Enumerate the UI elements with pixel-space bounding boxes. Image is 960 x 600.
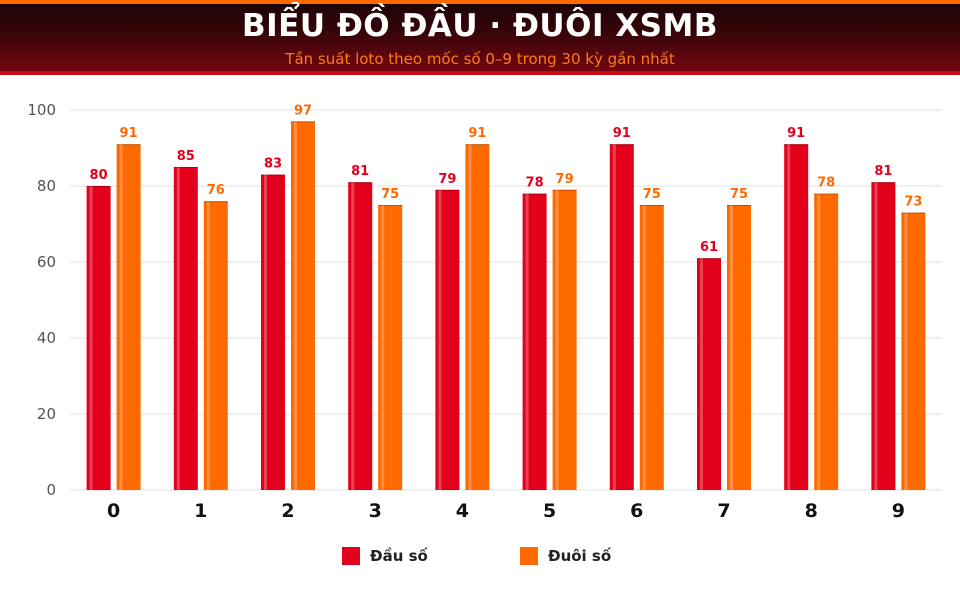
- bar-highlight-dau-3: [351, 182, 355, 490]
- bar-dau-6: [609, 144, 634, 490]
- y-tick-label-60: 60: [37, 253, 56, 271]
- legend-label-duoi-so: Đuôi số: [548, 547, 612, 565]
- bar-duoi-9: [901, 212, 926, 490]
- bar-dau-7: [697, 258, 721, 490]
- data-label-dau-6: 91: [613, 126, 631, 141]
- data-label-duoi-7: 75: [730, 187, 748, 202]
- bar-highlight-dau-5: [525, 193, 529, 490]
- bar-highlight-duoi-4: [468, 144, 472, 490]
- y-tick-label-80: 80: [37, 177, 56, 195]
- bar-highlight-duoi-5: [555, 189, 559, 491]
- bar-highlight-dau-0: [89, 186, 93, 490]
- bar-dau-0: [86, 186, 111, 490]
- chart-legend: Đầu số Đuôi số: [0, 545, 960, 569]
- x-tick-label-2: 2: [281, 500, 294, 522]
- data-label-duoi-6: 75: [643, 187, 661, 202]
- bar-highlight-duoi-7: [730, 205, 733, 490]
- bar-highlight-dau-7: [700, 258, 703, 490]
- x-tick-label-7: 7: [717, 500, 730, 522]
- y-tick-label-100: 100: [27, 101, 56, 119]
- bar-highlight-duoi-6: [642, 205, 646, 490]
- data-label-dau-1: 85: [177, 149, 195, 164]
- bar-duoi-4: [465, 144, 490, 490]
- bar-dau-2: [261, 174, 285, 490]
- bar-highlight-duoi-9: [904, 212, 908, 490]
- bar-duoi-0: [116, 144, 141, 490]
- data-label-duoi-4: 91: [468, 126, 486, 141]
- bar-highlight-duoi-2: [294, 121, 297, 491]
- data-label-dau-7: 61: [700, 240, 718, 255]
- chart-title: BIỂU ĐỒ ĐẦU · ĐUÔI XSMB: [242, 8, 718, 44]
- bar-highlight-dau-6: [612, 144, 616, 490]
- x-tick-label-6: 6: [630, 500, 643, 522]
- data-label-duoi-8: 78: [817, 176, 835, 191]
- data-label-duoi-5: 79: [556, 172, 574, 187]
- bar-duoi-2: [291, 121, 315, 491]
- data-label-duoi-1: 76: [207, 183, 225, 198]
- data-label-dau-0: 80: [90, 168, 108, 183]
- bar-highlight-dau-8: [787, 144, 791, 490]
- bar-duoi-3: [378, 205, 403, 490]
- x-tick-label-1: 1: [194, 500, 207, 522]
- chart-header: BIỂU ĐỒ ĐẦU · ĐUÔI XSMB Tần suất loto th…: [0, 0, 960, 75]
- bar-dau-4: [435, 189, 460, 491]
- bar-highlight-duoi-0: [119, 144, 123, 490]
- bar-dau-1: [173, 167, 198, 490]
- bar-duoi-6: [639, 205, 664, 490]
- bar-dau-8: [784, 144, 809, 490]
- bar-highlight-duoi-1: [206, 201, 210, 490]
- data-label-dau-4: 79: [438, 172, 456, 187]
- x-tick-label-5: 5: [543, 500, 556, 522]
- y-tick-label-40: 40: [37, 329, 56, 347]
- x-tick-label-3: 3: [369, 500, 382, 522]
- data-label-duoi-2: 97: [294, 103, 312, 118]
- bar-highlight-dau-1: [176, 167, 180, 490]
- bar-duoi-8: [814, 193, 839, 490]
- legend-item-dau-so[interactable]: Đầu số: [342, 545, 428, 567]
- legend-item-duoi-so[interactable]: Đuôi số: [520, 545, 611, 567]
- legend-swatch-duoi-so: [520, 547, 538, 565]
- bar-duoi-1: [203, 201, 228, 490]
- x-tick-label-8: 8: [805, 500, 818, 522]
- data-label-dau-2: 83: [264, 157, 282, 172]
- bar-dau-9: [871, 182, 896, 490]
- bar-highlight-duoi-8: [817, 193, 821, 490]
- x-tick-label-0: 0: [107, 500, 120, 522]
- bar-highlight-dau-9: [874, 182, 878, 490]
- bar-highlight-duoi-3: [381, 205, 385, 490]
- bar-duoi-5: [552, 189, 577, 491]
- bar-dau-5: [522, 193, 547, 490]
- data-label-duoi-3: 75: [381, 187, 399, 202]
- data-label-dau-9: 81: [874, 164, 892, 179]
- data-label-dau-5: 78: [526, 176, 544, 191]
- y-tick-label-0: 0: [46, 481, 56, 499]
- legend-label-dau-so: Đầu số: [370, 547, 428, 565]
- data-label-dau-3: 81: [351, 164, 369, 179]
- bar-dau-3: [348, 182, 373, 490]
- data-label-duoi-9: 73: [904, 195, 922, 210]
- x-tick-label-4: 4: [456, 500, 469, 522]
- bar-highlight-dau-2: [264, 174, 267, 490]
- legend-swatch-dau-so: [342, 547, 360, 565]
- data-label-dau-8: 91: [787, 126, 805, 141]
- x-tick-label-9: 9: [892, 500, 905, 522]
- data-label-duoi-0: 91: [120, 126, 138, 141]
- bar-duoi-7: [727, 205, 751, 490]
- bar-highlight-dau-4: [438, 189, 442, 491]
- chart-subtitle: Tần suất loto theo mốc số 0–9 trong 30 k…: [285, 50, 675, 68]
- y-tick-label-20: 20: [37, 405, 56, 423]
